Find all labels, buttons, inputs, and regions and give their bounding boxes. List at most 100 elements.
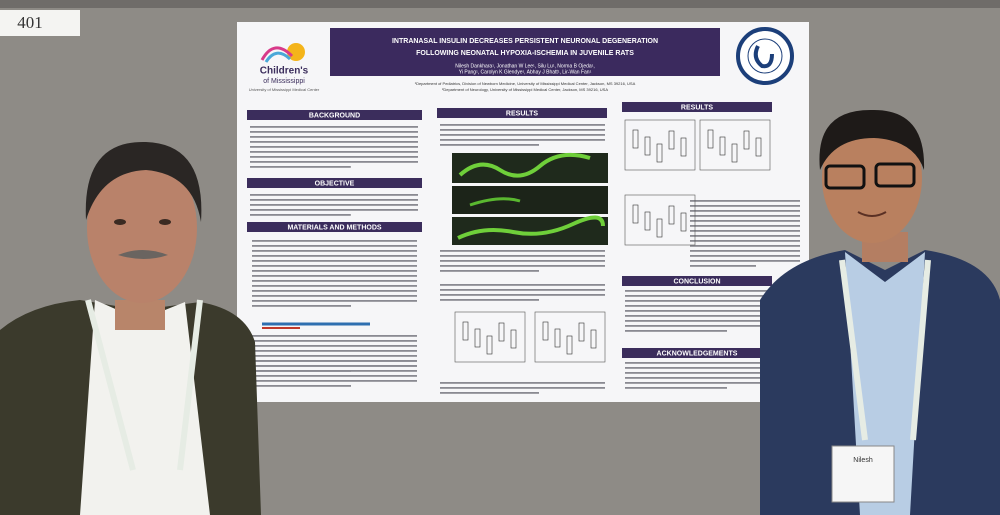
text-line [690, 200, 800, 202]
text-line [252, 365, 417, 367]
text-line [252, 355, 417, 357]
text-line [440, 250, 605, 252]
text-line [252, 375, 417, 377]
text-line [250, 161, 418, 163]
text-line [625, 305, 795, 307]
mustache [118, 250, 168, 259]
person-left [0, 141, 261, 515]
text-line [440, 387, 605, 389]
box [462, 321, 469, 341]
box [668, 205, 675, 225]
poster-title: INTRANASAL INSULIN DECREASES PERSISTENT … [392, 38, 658, 45]
logo-arc [260, 46, 294, 61]
text-line [252, 380, 417, 382]
stain [457, 215, 605, 240]
text-line [440, 129, 605, 131]
badge-name: Nilesh [853, 457, 873, 464]
plot-frame [699, 119, 771, 171]
text-line [625, 372, 795, 374]
box [719, 136, 726, 156]
text-line [252, 300, 417, 302]
box [680, 137, 687, 157]
text-line [252, 360, 417, 362]
text-line [690, 235, 800, 237]
text-line [250, 166, 351, 168]
text-line [250, 141, 418, 143]
text-line [690, 225, 800, 227]
text-line [252, 335, 417, 337]
text-line [690, 265, 756, 267]
text-line [252, 290, 417, 292]
box [743, 130, 750, 150]
text-line [250, 209, 418, 211]
section-title: CONCLUSION [673, 278, 720, 285]
poster-affiliation: ²Department of Neurology, University of … [442, 87, 608, 92]
poster-authors: Yi Pang¹, Carolyn K Glendye¹, Abhay J Bh… [459, 69, 592, 75]
text-line [250, 199, 418, 201]
box [542, 321, 549, 341]
box [474, 328, 481, 348]
text-line [440, 392, 539, 394]
section-headers: BACKGROUND OBJECTIVE MATERIALS AND METHODS… [247, 102, 772, 358]
box [510, 329, 517, 349]
seal-ring [747, 38, 783, 74]
box [656, 143, 663, 163]
text-line [690, 205, 800, 207]
text-line [440, 124, 605, 126]
shirt [80, 300, 210, 515]
text-line [252, 255, 417, 257]
section-title: RESULTS [681, 104, 713, 111]
text-line [625, 310, 795, 312]
text-line [440, 294, 605, 296]
section-header [622, 102, 772, 112]
plot-frame [624, 194, 696, 246]
poster-affiliation: ¹Department of Pediatrics, Division of N… [415, 81, 636, 86]
text-line [440, 270, 539, 272]
text-line [252, 350, 417, 352]
logo-text: Children's [260, 66, 309, 77]
board-number-card [0, 10, 80, 36]
section-header [247, 110, 422, 120]
text-line [250, 214, 351, 216]
section-header [622, 276, 772, 286]
text-line [250, 194, 418, 196]
text-line [625, 315, 795, 317]
section-title: OBJECTIVE [315, 180, 355, 187]
box [566, 335, 573, 355]
eye [114, 219, 126, 225]
box [590, 329, 597, 349]
plot-frame [624, 119, 696, 171]
text-line [252, 275, 417, 277]
body-text [250, 124, 800, 394]
text-line [440, 144, 539, 146]
text-line [440, 134, 605, 136]
text-line [625, 367, 795, 369]
stain [458, 152, 591, 178]
box [707, 129, 714, 149]
text-line [690, 210, 800, 212]
box [632, 129, 639, 149]
text-line [252, 265, 417, 267]
box [644, 211, 651, 231]
text-line [252, 250, 417, 252]
glasses [874, 162, 916, 188]
text-line [690, 215, 800, 217]
section-title: MATERIALS AND METHODS [287, 224, 381, 231]
text-line [690, 230, 800, 232]
section-header [247, 222, 422, 232]
text-line [250, 136, 418, 138]
box [656, 218, 663, 238]
board-frame [0, 0, 1000, 8]
box [498, 322, 505, 342]
text-line [440, 255, 605, 257]
face [87, 153, 197, 303]
poster-title: FOLLOWING NEONATAL HYPOXIA-ISCHEMIA IN J… [416, 50, 634, 57]
text-line [250, 151, 418, 153]
text-line [625, 382, 795, 384]
box [755, 137, 762, 157]
logo-text: of Mississippi [263, 78, 305, 85]
badge [831, 445, 895, 503]
text-line [252, 345, 417, 347]
text-line [625, 320, 795, 322]
